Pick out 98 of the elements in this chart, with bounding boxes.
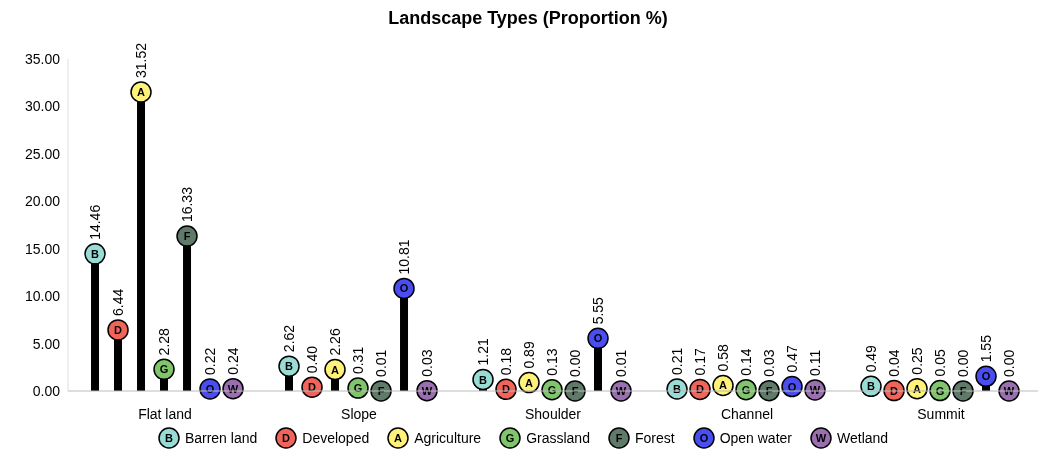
legend-label: Forest [634, 430, 675, 446]
text: W [1003, 385, 1015, 397]
data-label: 0.18 [498, 347, 515, 376]
text: D [308, 381, 316, 394]
text: G [505, 432, 515, 444]
data-label: 0.25 [909, 347, 926, 375]
y-tick-label: 20.00 [24, 193, 61, 210]
data-label: 6.44 [110, 288, 127, 316]
text: D [502, 383, 510, 396]
text: W [421, 384, 433, 397]
data-label: 0.00 [1001, 349, 1018, 377]
data-label: 0.24 [225, 347, 242, 375]
data-label: 31.52 [133, 42, 150, 79]
chart-title: Landscape Types (Proportion %) [387, 8, 669, 29]
text: O [399, 282, 409, 295]
text: F [571, 385, 579, 397]
x-tick-label: Slope [341, 405, 378, 422]
text: W [815, 432, 827, 444]
text: A [331, 363, 339, 376]
data-label: 0.21 [669, 347, 686, 376]
text: W [615, 384, 627, 397]
legend-label: Barren land [184, 430, 258, 446]
text: O [787, 380, 797, 393]
data-label: 0.00 [955, 349, 972, 377]
text: A [913, 382, 921, 395]
data-label: 0.47 [784, 345, 801, 373]
data-label: 0.05 [932, 349, 949, 377]
annotation: O [205, 382, 215, 395]
data-label: 1.21 [475, 338, 492, 366]
legend-label: Wetland [837, 430, 889, 446]
text: B [867, 380, 875, 393]
data-label: 0.00 [567, 349, 584, 377]
legend-label: Open water [719, 430, 792, 446]
data-label: 14.46 [87, 204, 104, 240]
data-label: 2.26 [327, 328, 344, 356]
text: B [673, 383, 681, 396]
annotation: F [183, 230, 191, 243]
text: G [353, 382, 363, 395]
text: D [696, 383, 704, 396]
text: F [959, 385, 967, 397]
text: G [935, 384, 945, 397]
x-tick-label: Shoulder [524, 405, 582, 422]
text: O [981, 370, 991, 383]
y-tick-label: 25.00 [24, 145, 61, 162]
data-label: 10.81 [396, 239, 413, 275]
y-tick-label: 35.00 [24, 50, 61, 67]
data-label: 0.17 [692, 347, 709, 376]
data-label: 2.62 [281, 324, 298, 353]
legend-label: Developed [302, 430, 370, 446]
text: B [479, 373, 487, 386]
annotation: G [159, 363, 169, 376]
annotation: B [91, 247, 100, 260]
data-label: 0.03 [761, 349, 778, 377]
data-label: 0.13 [544, 348, 561, 376]
text: G [547, 383, 557, 396]
y-tick-label: 15.00 [24, 240, 61, 257]
y-tick-label: 5.00 [32, 335, 61, 352]
data-label: 0.31 [350, 346, 367, 375]
text: W [809, 383, 821, 396]
text: F [765, 384, 773, 397]
text: O [593, 332, 603, 345]
y-tick-label: 30.00 [24, 98, 61, 115]
text: A [525, 376, 533, 389]
data-label: 0.14 [738, 348, 755, 376]
annotation: A [137, 86, 146, 99]
y-tick-label: 0.00 [32, 382, 61, 399]
data-label: 0.11 [807, 349, 824, 376]
data-label: 1.55 [978, 334, 995, 363]
data-label: 0.03 [419, 349, 436, 377]
text: D [282, 432, 291, 444]
text: O [699, 432, 708, 444]
data-label: 2.28 [156, 327, 173, 356]
data-label: 0.89 [521, 341, 538, 369]
text: A [394, 432, 403, 444]
text: D [890, 384, 898, 397]
data-label: 0.04 [886, 349, 903, 377]
text: B [164, 432, 173, 444]
data-label: 5.55 [590, 296, 607, 325]
data-label: 0.58 [715, 344, 732, 372]
data-label: 0.01 [373, 349, 390, 377]
text: G [741, 383, 751, 396]
text: F [377, 384, 385, 397]
data-label: 0.01 [613, 349, 630, 377]
text: F [615, 432, 623, 444]
data-label: 0.40 [304, 345, 321, 374]
data-label: 16.33 [179, 186, 196, 223]
text: A [719, 379, 727, 392]
legend-label: Agriculture [414, 430, 482, 446]
text: B [285, 360, 293, 373]
data-label: 0.49 [863, 344, 880, 373]
x-tick-label: Channel [720, 405, 774, 422]
annotation: D [114, 323, 123, 336]
x-tick-label: Flat land [138, 405, 192, 422]
data-label: 0.22 [202, 347, 219, 375]
y-tick-label: 10.00 [24, 288, 61, 305]
x-tick-label: Summit [917, 405, 965, 422]
annotation: W [227, 382, 239, 395]
legend-label: Grassland [526, 430, 590, 446]
